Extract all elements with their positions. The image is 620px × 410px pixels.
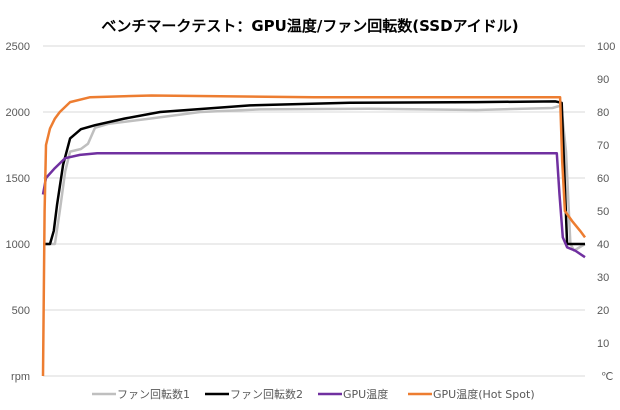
series-line — [41, 94, 587, 377]
y-axis-left: 500 1000 1500 2000 2500 — [6, 41, 30, 317]
y-tick-label: 1500 — [6, 173, 30, 185]
legend-label: GPU温度(Hot Spot) — [433, 387, 535, 401]
y2-tick-label: 70 — [597, 140, 609, 152]
legend-label: GPU温度 — [343, 387, 388, 401]
y2-tick-label: 80 — [597, 107, 609, 119]
y2-tick-label: 40 — [597, 239, 609, 251]
y-axis-right: 10 20 30 40 50 60 70 80 90 100 — [597, 41, 615, 350]
legend: ファン回転数1 ファン回転数2 GPU温度 GPU温度(Hot Spot) — [92, 387, 535, 401]
y-tick-label: 2500 — [6, 41, 30, 53]
series-line — [43, 104, 586, 252]
y2-tick-label: 50 — [597, 206, 609, 218]
y2-tick-label: 90 — [597, 74, 609, 86]
series-lines — [41, 94, 587, 377]
y2-axis-label: ℃ — [601, 371, 613, 383]
y2-tick-label: 20 — [597, 305, 609, 317]
y-tick-label: 1000 — [6, 239, 30, 251]
y2-tick-label: 30 — [597, 272, 609, 284]
legend-label: ファン回転数1 — [117, 388, 190, 401]
legend-item: GPU温度 — [318, 387, 388, 401]
y-tick-label: 500 — [12, 305, 30, 317]
legend-label: ファン回転数2 — [230, 388, 303, 401]
y-axis-label: rpm — [11, 371, 30, 383]
series-line — [43, 100, 585, 246]
y2-tick-label: 100 — [597, 41, 615, 53]
chart-title: ベンチマークテスト：GPU温度/ファン回転数(SSDアイドル) — [101, 17, 518, 35]
y-tick-label: 2000 — [6, 107, 30, 119]
y2-tick-label: 60 — [597, 173, 609, 185]
legend-item: ファン回転数2 — [205, 388, 303, 401]
y2-tick-label: 10 — [597, 338, 609, 350]
legend-item: GPU温度(Hot Spot) — [408, 387, 535, 401]
gridlines — [43, 45, 585, 377]
legend-item: ファン回転数1 — [92, 388, 190, 401]
series-line — [41, 151, 586, 259]
